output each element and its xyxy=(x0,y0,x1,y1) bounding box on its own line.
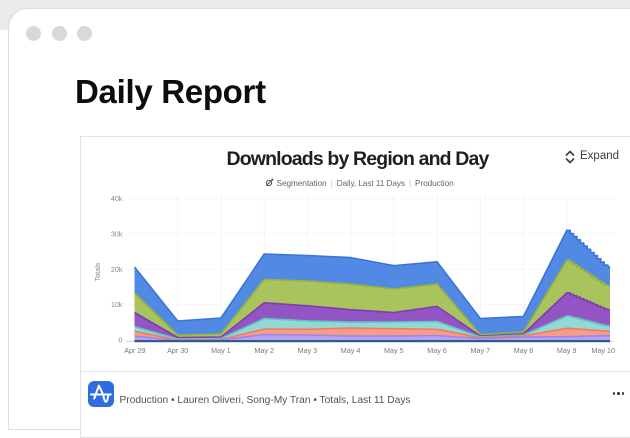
svg-text:May 9: May 9 xyxy=(557,346,577,355)
svg-text:May 8: May 8 xyxy=(514,346,534,355)
svg-text:May 4: May 4 xyxy=(341,346,361,355)
svg-text:20k: 20k xyxy=(111,265,123,274)
svg-text:May 1: May 1 xyxy=(211,346,231,355)
svg-text:Apr 30: Apr 30 xyxy=(167,346,188,355)
svg-text:30k: 30k xyxy=(111,229,123,238)
svg-text:May 10: May 10 xyxy=(591,346,615,355)
svg-text:10k: 10k xyxy=(111,300,123,309)
svg-text:May 7: May 7 xyxy=(471,346,491,355)
svg-text:40k: 40k xyxy=(111,194,123,203)
svg-text:May 6: May 6 xyxy=(427,346,447,355)
svg-text:May 5: May 5 xyxy=(384,346,404,355)
svg-text:Totals: Totals xyxy=(93,262,102,281)
svg-text:0: 0 xyxy=(119,336,123,345)
svg-text:Apr 29: Apr 29 xyxy=(124,346,145,355)
svg-text:May 3: May 3 xyxy=(298,346,318,355)
svg-text:May 2: May 2 xyxy=(254,346,274,355)
